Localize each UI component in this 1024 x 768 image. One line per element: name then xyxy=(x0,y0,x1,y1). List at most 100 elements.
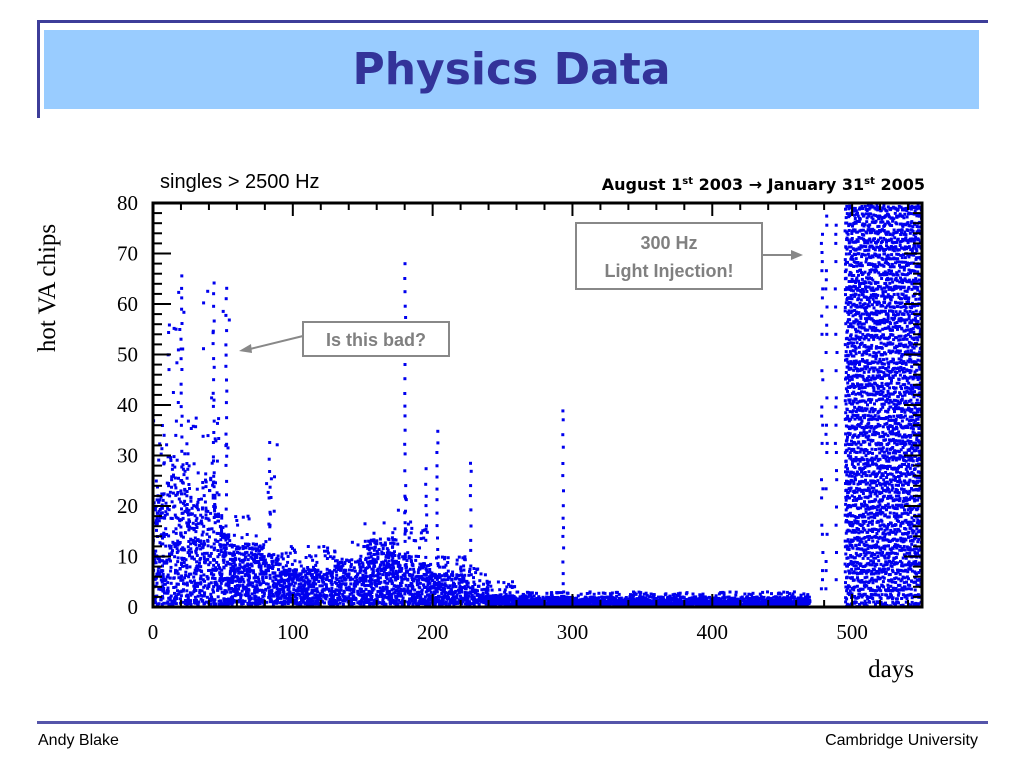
data-point xyxy=(188,601,191,605)
data-point xyxy=(185,509,189,513)
data-point xyxy=(203,579,206,583)
data-point xyxy=(241,545,245,548)
data-point xyxy=(170,485,173,489)
data-point xyxy=(373,579,377,583)
data-point xyxy=(848,451,852,455)
data-point xyxy=(378,572,382,576)
data-point xyxy=(729,603,733,607)
data-point xyxy=(185,462,189,465)
data-point xyxy=(586,602,590,606)
data-point xyxy=(855,490,859,494)
data-point xyxy=(250,564,254,568)
data-point xyxy=(352,587,356,591)
data-point xyxy=(851,325,855,329)
data-point xyxy=(404,583,408,587)
data-point xyxy=(281,565,285,569)
data-point xyxy=(385,589,389,593)
data-point xyxy=(319,576,323,580)
data-point xyxy=(458,585,462,588)
data-point xyxy=(296,573,300,577)
data-point xyxy=(173,513,177,517)
data-point xyxy=(346,588,349,592)
data-point xyxy=(165,443,169,447)
data-point xyxy=(445,573,449,577)
data-point xyxy=(429,577,432,581)
data-point xyxy=(447,576,451,579)
data-point xyxy=(289,593,293,597)
data-point xyxy=(852,206,855,210)
data-point xyxy=(240,602,244,606)
data-point xyxy=(847,280,851,283)
data-point xyxy=(473,591,477,595)
data-point xyxy=(418,546,421,550)
data-point xyxy=(426,593,429,597)
data-point xyxy=(230,602,234,606)
data-point xyxy=(168,596,172,600)
data-point xyxy=(433,576,437,580)
data-point xyxy=(854,260,858,264)
data-point xyxy=(403,574,407,578)
data-point xyxy=(425,530,429,534)
data-point xyxy=(196,522,200,526)
data-point xyxy=(855,553,859,557)
data-point xyxy=(722,591,726,595)
data-point xyxy=(266,586,270,590)
data-point xyxy=(457,590,461,594)
data-point xyxy=(181,467,185,471)
data-point xyxy=(283,581,287,585)
data-point xyxy=(820,414,824,418)
data-point xyxy=(199,513,203,517)
data-point xyxy=(852,240,856,244)
data-point xyxy=(804,603,808,607)
data-point xyxy=(231,595,234,599)
data-point xyxy=(819,587,823,591)
data-point xyxy=(348,568,351,572)
data-point xyxy=(318,573,321,577)
data-point xyxy=(161,589,165,593)
data-point xyxy=(222,543,226,547)
data-point xyxy=(293,601,296,605)
data-point xyxy=(848,401,852,405)
data-point xyxy=(435,556,438,560)
data-point xyxy=(251,569,255,573)
data-point xyxy=(235,519,239,522)
data-point xyxy=(184,570,188,574)
data-point xyxy=(163,513,167,517)
data-point xyxy=(384,581,388,585)
data-point xyxy=(854,330,858,334)
data-point xyxy=(240,599,244,603)
data-point xyxy=(167,508,171,512)
data-point xyxy=(391,538,395,542)
data-point xyxy=(199,597,203,601)
data-point xyxy=(175,551,179,554)
data-point xyxy=(401,555,405,559)
data-point xyxy=(510,586,514,589)
data-point xyxy=(219,545,223,549)
data-point xyxy=(380,588,384,592)
data-point xyxy=(449,587,453,591)
data-point xyxy=(227,584,231,588)
data-point xyxy=(270,591,274,595)
data-point xyxy=(234,547,238,551)
data-point xyxy=(530,591,534,595)
data-point xyxy=(852,570,856,574)
data-point xyxy=(773,603,777,607)
data-point xyxy=(825,323,829,327)
data-point xyxy=(200,570,204,574)
data-point xyxy=(330,592,334,596)
data-point xyxy=(228,601,232,605)
data-point xyxy=(845,575,849,579)
data-point xyxy=(489,584,493,588)
data-point xyxy=(527,591,531,595)
data-point xyxy=(246,591,250,595)
data-point xyxy=(372,565,376,569)
data-point xyxy=(374,583,377,587)
data-point xyxy=(834,423,838,427)
data-point xyxy=(339,576,343,580)
data-point xyxy=(393,550,396,554)
data-point xyxy=(664,603,668,607)
data-point xyxy=(258,572,262,576)
data-point xyxy=(472,567,476,570)
data-point xyxy=(407,573,411,576)
data-point xyxy=(440,582,444,586)
